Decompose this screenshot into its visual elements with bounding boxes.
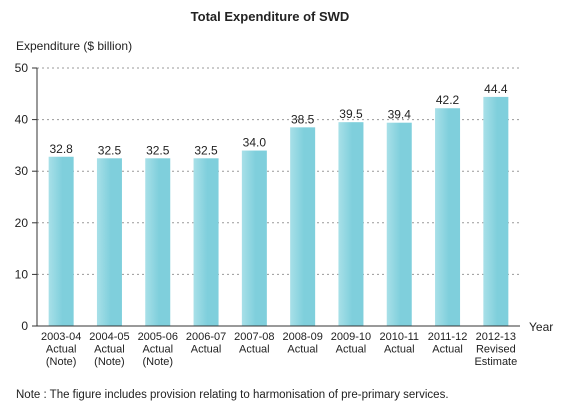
x-tick-label: Actual	[432, 344, 463, 356]
x-tick-label: 2003-04	[41, 331, 81, 343]
x-tick-label: Actual	[287, 344, 318, 356]
x-tick-label: 2010-11	[379, 331, 419, 343]
x-tick-label: Actual	[94, 344, 125, 356]
x-tick-label: (Note)	[94, 356, 125, 368]
y-tick-label: 0	[21, 319, 28, 333]
bar	[483, 96, 509, 326]
x-tick-label: Actual	[384, 344, 415, 356]
x-tick-label: 2008-09	[282, 331, 322, 343]
y-tick-label: 50	[15, 61, 29, 75]
data-label: 38.5	[291, 112, 315, 126]
y-ticks: 0 10 20 30 40 50	[15, 61, 37, 333]
data-label: 32.5	[194, 143, 218, 157]
x-tick-label: 2006-07	[186, 331, 226, 343]
y-tick-label: 10	[15, 267, 29, 281]
data-label: 34.0	[243, 136, 267, 150]
bar	[435, 108, 461, 326]
footnote: Note : The figure includes provision rel…	[16, 389, 449, 401]
bar	[386, 122, 412, 326]
bar	[96, 158, 122, 326]
bar	[145, 158, 171, 326]
y-tick-label: 20	[15, 216, 29, 230]
x-tick-label: Actual	[191, 344, 222, 356]
x-tick-label: (Note)	[46, 356, 77, 368]
x-tick-label: Revised	[476, 344, 516, 356]
bar	[290, 127, 316, 326]
data-label: 32.8	[49, 142, 73, 156]
bar	[48, 156, 74, 326]
data-label: 44.4	[484, 82, 508, 96]
bar	[338, 122, 364, 327]
x-tick-label: 2005-06	[138, 331, 178, 343]
x-tick-label: 2007-08	[234, 331, 274, 343]
data-label: 42.2	[436, 93, 460, 107]
chart-title: Total Expenditure of SWD	[191, 9, 350, 24]
x-tick-label: 2009-10	[331, 331, 371, 343]
x-tick-label: Actual	[142, 344, 173, 356]
x-tick-label: Actual	[239, 344, 270, 356]
data-label: 32.5	[98, 143, 122, 157]
x-axis-label: Year	[529, 320, 553, 334]
axes	[36, 68, 520, 327]
bars: 32.8 32.5 32.5 32.5 34.0 38.5 39.5 39.4 42.2 44.4	[48, 82, 509, 327]
data-label: 39.4	[388, 108, 412, 122]
x-tick-label: Estimate	[474, 356, 517, 368]
x-tick-label: 2004-05	[89, 331, 129, 343]
x-tick-label: Actual	[46, 344, 77, 356]
x-tick-label: (Note)	[142, 356, 173, 368]
data-label: 32.5	[146, 143, 170, 157]
y-tick-label: 40	[15, 113, 29, 127]
y-tick-label: 30	[15, 164, 29, 178]
bar	[241, 150, 267, 326]
bar	[193, 158, 219, 326]
data-label: 39.5	[339, 107, 363, 121]
x-tick-label: 2011-12	[428, 331, 468, 343]
x-ticks: 2003-04Actual(Note)2004-05Actual(Note)20…	[41, 331, 517, 368]
x-tick-label: 2012-13	[476, 331, 516, 343]
x-tick-label: Actual	[336, 344, 367, 356]
y-axis-label: Expenditure ($ billion)	[16, 39, 132, 53]
